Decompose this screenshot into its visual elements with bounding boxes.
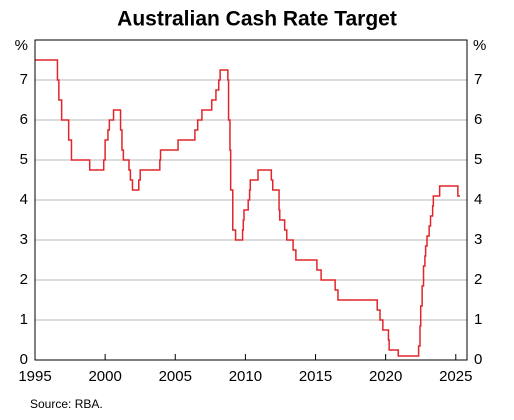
y-tick-label: 1 (20, 311, 28, 328)
y-tick-label: 0 (20, 351, 28, 368)
chart-title: Australian Cash Rate Target (117, 8, 397, 31)
y-tick-label-right: 5 (474, 151, 482, 168)
y-tick-label-right: 1 (474, 311, 482, 328)
y-tick-label-right: 7 (474, 71, 482, 88)
y-tick-label-right: 4 (474, 191, 482, 208)
x-tick-label: 2010 (229, 368, 262, 385)
x-tick-label: 2020 (369, 368, 402, 385)
y-tick-label: 4 (20, 191, 28, 208)
plot-frame (34, 39, 468, 361)
y-tick-label: 7 (20, 71, 28, 88)
y-tick-label: 2 (20, 271, 28, 288)
y-tick-label-right: 3 (474, 231, 482, 248)
y-tick-label: 6 (20, 111, 28, 128)
y-tick-label-right: 0 (474, 351, 482, 368)
y-tick-label: 5 (20, 151, 28, 168)
x-tick-label: 1995 (18, 368, 51, 385)
y-tick-label-right: 2 (474, 271, 482, 288)
y-tick-label: 3 (20, 231, 28, 248)
y-unit-right: % (473, 37, 486, 54)
x-tick-label: 2015 (299, 368, 332, 385)
rate-line (35, 59, 460, 357)
y-tick-label-right: 6 (474, 111, 482, 128)
source-note: Source: RBA. (30, 397, 103, 411)
x-tick-label: 2000 (88, 368, 121, 385)
y-unit-left: % (15, 37, 28, 54)
x-tick-label: 2005 (159, 368, 192, 385)
x-tick-label: 2025 (439, 368, 472, 385)
